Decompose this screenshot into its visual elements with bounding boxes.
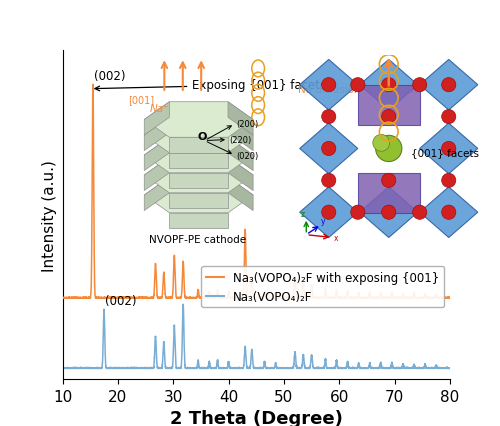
Text: x: x [334,234,338,243]
Polygon shape [170,138,228,153]
Text: z: z [300,210,304,219]
Text: (002): (002) [94,70,126,83]
Circle shape [350,78,365,92]
Text: Exposing {001} facets: Exposing {001} facets [95,79,326,92]
Polygon shape [360,187,418,238]
Polygon shape [144,178,253,213]
Polygon shape [170,193,228,209]
Polygon shape [228,118,253,151]
Text: y: y [321,217,326,226]
Polygon shape [144,138,170,171]
Polygon shape [144,103,170,136]
Polygon shape [170,153,228,169]
Text: Na⁺: Na⁺ [150,104,169,113]
Circle shape [322,78,336,92]
Circle shape [442,174,456,188]
Circle shape [382,78,396,92]
Circle shape [322,206,336,220]
Polygon shape [228,103,253,136]
Polygon shape [300,187,358,238]
Circle shape [412,78,427,92]
Circle shape [442,206,456,220]
Text: O: O [198,132,207,142]
Circle shape [382,110,396,124]
Circle shape [376,136,402,162]
Polygon shape [144,158,170,191]
X-axis label: 2 Theta (Degree): 2 Theta (Degree) [170,409,342,426]
Polygon shape [360,60,418,111]
Polygon shape [170,173,228,189]
Text: [001]: [001] [128,95,154,104]
Polygon shape [170,213,228,229]
Polygon shape [144,178,170,211]
Polygon shape [300,60,358,111]
Text: (200): (200) [236,120,258,129]
Y-axis label: Intensity (a.u.): Intensity (a.u.) [42,159,57,271]
Polygon shape [228,138,253,171]
Circle shape [373,135,390,152]
Circle shape [350,206,365,220]
Polygon shape [300,124,358,174]
Circle shape [412,206,427,220]
Text: {001} facets: {001} facets [411,148,479,158]
Polygon shape [420,187,478,238]
Bar [358,173,420,213]
Polygon shape [228,158,253,191]
Circle shape [442,110,456,124]
Polygon shape [144,118,170,151]
Polygon shape [144,118,253,153]
Circle shape [442,142,456,156]
Bar [358,86,420,126]
Text: (002): (002) [105,295,136,308]
Legend: Na₃(VOPO₄)₂F with exposing {001}, Na₃(VOPO₄)₂F: Na₃(VOPO₄)₂F with exposing {001}, Na₃(VO… [202,266,444,308]
Polygon shape [144,138,253,173]
Text: (220): (220) [230,135,252,145]
Polygon shape [228,178,253,211]
Circle shape [322,174,336,188]
Circle shape [382,206,396,220]
Circle shape [322,110,336,124]
Polygon shape [144,158,253,193]
Polygon shape [144,103,253,138]
Circle shape [382,174,396,188]
Circle shape [322,142,336,156]
Text: (020): (020) [236,151,258,160]
Circle shape [442,78,456,92]
Polygon shape [420,60,478,111]
Text: Na diffusion  direction: Na diffusion direction [298,84,412,95]
Text: NVOPF-PE cathode: NVOPF-PE cathode [150,235,246,245]
Polygon shape [420,124,478,174]
